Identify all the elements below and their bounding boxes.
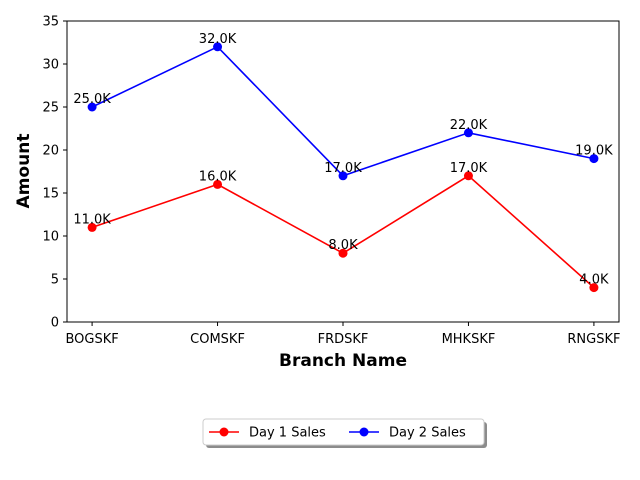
x-tick-label: BOGSKF (65, 332, 118, 347)
data-labels: 11.0K 16.0K 8.0K 17.0K 4.0K 25.0K 32.0K 17.0K 22… (73, 32, 613, 288)
data-label: 8.0K (328, 238, 358, 253)
series-group (87, 42, 599, 293)
x-tick-label: MHKSKF (442, 332, 496, 347)
data-label: 16.0K (199, 169, 237, 184)
x-tick-label: FRDSKF (318, 332, 369, 347)
axes: 0 5 10 15 20 25 30 35 BOGSKF COMSKF FRDSKF MHKSKF RN… (42, 15, 620, 348)
series-line (91, 174, 595, 289)
y-tick-label: 10 (42, 230, 59, 245)
x-tick-label: COMSKF (190, 332, 245, 347)
data-label: 17.0K (324, 161, 362, 176)
series-line (91, 45, 595, 177)
y-tick-label: 35 (42, 15, 59, 30)
y-axis-title: Amount (14, 134, 34, 209)
legend-marker (359, 427, 369, 437)
y-tick-label: 5 (51, 273, 59, 288)
data-label: 17.0K (450, 161, 488, 176)
data-label: 11.0K (73, 212, 111, 227)
x-axis-title: Branch Name (279, 351, 407, 371)
legend-marker (219, 427, 229, 437)
data-label: 4.0K (579, 273, 609, 288)
y-tick-label: 0 (51, 316, 59, 331)
data-point (338, 248, 348, 258)
data-label: 32.0K (199, 32, 237, 47)
data-point (589, 283, 599, 293)
legend-label: Day 1 Sales (249, 426, 326, 441)
data-point (463, 128, 473, 138)
legend-label: Day 2 Sales (389, 426, 466, 441)
data-label: 19.0K (575, 144, 613, 159)
data-point (338, 171, 348, 181)
data-point (213, 179, 223, 189)
data-point (589, 154, 599, 164)
data-label: 25.0K (73, 92, 111, 107)
x-tick-label: RNGSKF (567, 332, 620, 347)
y-tick-label: 25 (42, 101, 59, 116)
legend-box (202, 418, 485, 446)
data-point (463, 171, 473, 181)
y-tick-label: 15 (42, 187, 59, 202)
data-point (213, 42, 223, 52)
data-label: 22.0K (450, 118, 488, 133)
legend: Day 1 Sales Day 2 Sales (202, 418, 487, 448)
data-point (87, 222, 97, 232)
y-tick-label: 30 (42, 58, 59, 73)
data-point (87, 102, 97, 112)
y-tick-label: 20 (42, 144, 59, 159)
